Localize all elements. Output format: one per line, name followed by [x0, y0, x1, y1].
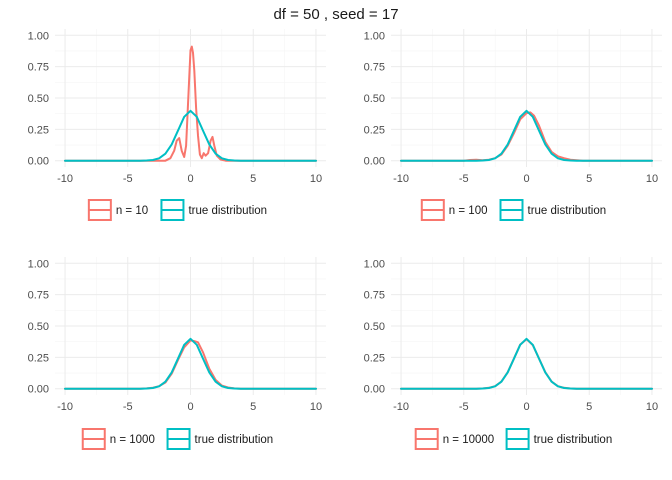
y-tick-label: 0.25	[364, 352, 385, 364]
x-tick-label: -5	[123, 401, 133, 413]
legend: n = 1000 true distribution	[81, 428, 274, 450]
legend-label: n = 100	[449, 205, 488, 217]
y-tick-label: 0.00	[28, 384, 49, 396]
x-tick-label: 5	[250, 401, 256, 413]
x-tick-label: -10	[57, 401, 73, 413]
legend-label: true distribution	[195, 434, 274, 446]
y-tick-label: 0.75	[364, 290, 385, 302]
x-tick-label: 0	[187, 401, 193, 413]
x-tick-label: 0	[187, 173, 193, 185]
x-tick-label: 5	[250, 173, 256, 185]
y-tick-label: 0.25	[28, 352, 49, 364]
x-tick-label: 0	[523, 401, 529, 413]
y-tick-label: 1.00	[28, 258, 49, 270]
x-tick-label: 10	[646, 173, 658, 185]
x-tick-label: -5	[123, 173, 133, 185]
y-tick-label: 0.75	[364, 62, 385, 74]
figure-title: df = 50 , seed = 17	[273, 6, 398, 23]
legend-label: n = 10	[116, 205, 148, 217]
x-tick-label: -5	[459, 173, 469, 185]
y-tick-label: 1.00	[364, 258, 385, 270]
legend-label: true distribution	[528, 205, 607, 217]
y-tick-label: 0.00	[28, 156, 49, 168]
y-tick-label: 0.00	[364, 156, 385, 168]
x-tick-label: -10	[393, 173, 409, 185]
y-tick-label: 0.75	[28, 290, 49, 302]
y-tick-label: 0.50	[28, 93, 49, 105]
true-density-line	[400, 337, 653, 390]
legend-label: true distribution	[188, 205, 267, 217]
y-tick-label: 0.50	[28, 321, 49, 333]
legend-label: n = 1000	[110, 434, 155, 446]
x-tick-label: 5	[586, 401, 592, 413]
y-tick-label: 0.25	[364, 124, 385, 136]
legend: n = 100 true distribution	[420, 199, 607, 221]
y-tick-label: 0.50	[364, 321, 385, 333]
y-tick-label: 0.25	[28, 124, 49, 136]
panel-1: -10 -5 0 5 10 0.00 0.25 0.50 0.75 1.00 n = 10 true …	[28, 29, 326, 221]
y-tick-label: 1.00	[364, 30, 385, 42]
y-tick-label: 0.00	[364, 384, 385, 396]
x-tick-label: 10	[310, 173, 322, 185]
x-tick-label: 10	[310, 401, 322, 413]
y-tick-label: 1.00	[28, 30, 49, 42]
panel-3: -10 -5 0 5 10 0.00 0.25 0.50 0.75 1.00 n = 1000 tru…	[28, 257, 326, 450]
y-tick-label: 0.50	[364, 93, 385, 105]
true-density-line	[64, 337, 317, 390]
legend-label: true distribution	[534, 434, 613, 446]
legend-label: n = 10000	[443, 434, 494, 446]
y-tick-label: 0.75	[28, 62, 49, 74]
x-tick-label: -10	[57, 173, 73, 185]
x-tick-label: 10	[646, 401, 658, 413]
panel-2: -10 -5 0 5 10 0.00 0.25 0.50 0.75 1.00 n = 100 true…	[364, 29, 662, 221]
legend: n = 10 true distribution	[87, 199, 267, 221]
true-density-line	[64, 109, 317, 162]
true-density-line	[400, 109, 653, 162]
x-tick-label: 0	[523, 173, 529, 185]
x-tick-label: -5	[459, 401, 469, 413]
panel-4: -10 -5 0 5 10 0.00 0.25 0.50 0.75 1.00 n = 10000 tr…	[364, 257, 662, 450]
sample-density-line	[64, 45, 317, 162]
x-tick-label: 5	[586, 173, 592, 185]
legend: n = 10000 true distribution	[414, 428, 613, 450]
x-tick-label: -10	[393, 401, 409, 413]
